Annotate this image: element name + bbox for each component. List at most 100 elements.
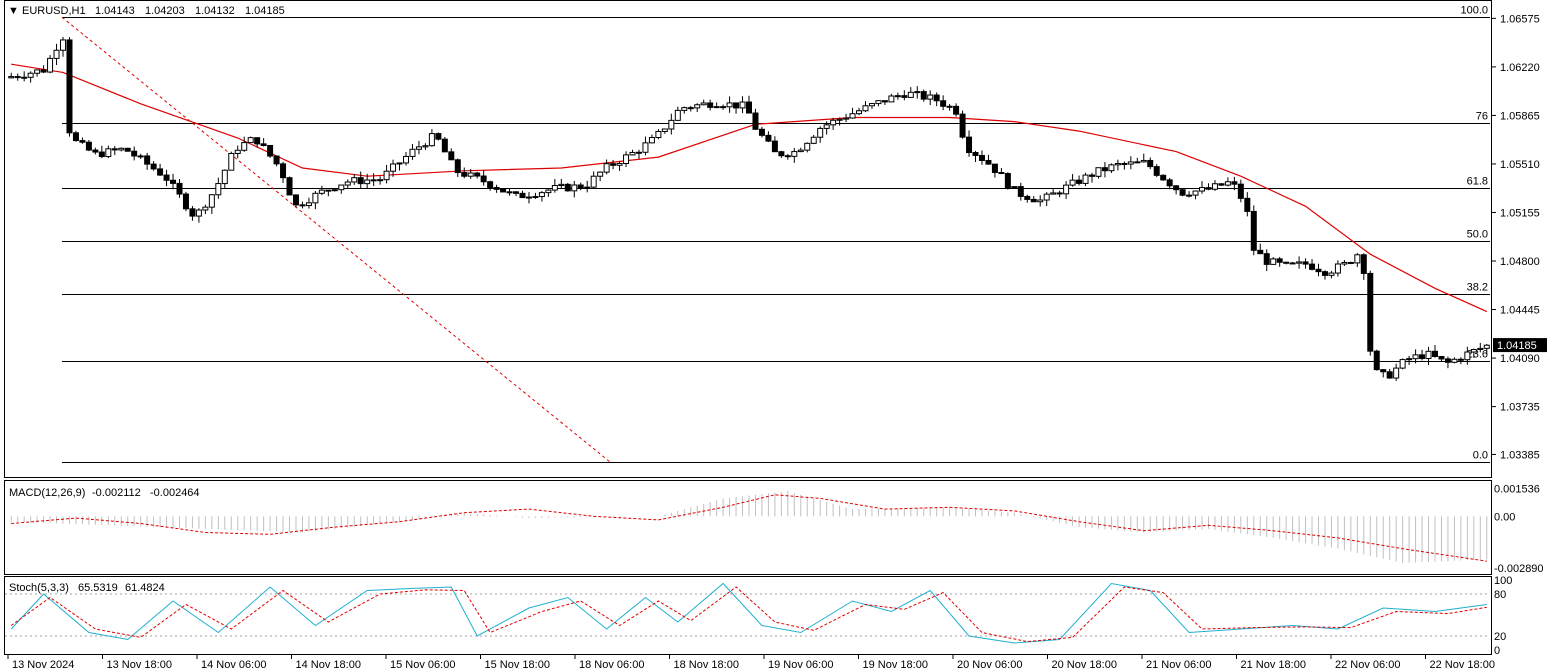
candle-body — [1263, 253, 1270, 265]
fib-level-label: 0.0 — [1473, 450, 1488, 462]
symbol-menu-icon[interactable]: ▼ — [8, 5, 19, 17]
candle-body — [914, 91, 921, 94]
candle-body — [1076, 179, 1083, 184]
candle-body — [247, 137, 254, 144]
candle-body — [202, 206, 209, 211]
candle-body — [545, 189, 552, 194]
candle-body — [467, 172, 474, 177]
candle-body — [1024, 195, 1031, 200]
price-tick-label: 1.05510 — [1500, 159, 1540, 171]
candle-body — [85, 141, 92, 151]
candle-body — [273, 155, 280, 165]
candle-body — [474, 172, 481, 177]
candle-body — [1108, 164, 1115, 172]
candle-body — [144, 155, 151, 165]
candle-body — [79, 140, 86, 143]
macd-tick-label: 0.001536 — [1494, 484, 1540, 496]
candle-body — [1276, 258, 1283, 263]
candle-body — [1270, 258, 1277, 265]
candle-body — [1444, 358, 1451, 363]
candle-body — [1224, 181, 1231, 186]
candle-body — [1199, 187, 1206, 192]
time-tick-label: 14 Nov 06:00 — [201, 659, 266, 671]
candle-body — [1166, 179, 1173, 187]
candle-body — [215, 183, 222, 196]
candle-body — [875, 100, 882, 105]
candle-body — [1334, 263, 1341, 274]
candle-body — [92, 149, 99, 153]
candle-body — [584, 186, 591, 189]
fib-level-label: 100.0 — [1460, 5, 1488, 17]
stoch-tick-label: 100 — [1494, 575, 1512, 587]
candle-body — [111, 148, 118, 151]
fib-level-label: 76 — [1476, 111, 1488, 123]
candle-body — [221, 169, 228, 185]
candle-body — [519, 192, 526, 199]
axes: 1.06575 1.06220 1.05865 1.05510 1.05155 1.048… — [7, 13, 1547, 671]
candle-body — [390, 163, 397, 172]
candle-body — [778, 151, 785, 157]
candle-body — [849, 113, 856, 119]
candle-body — [1114, 162, 1121, 166]
candle-body — [1457, 358, 1464, 361]
stoch-signal-line — [10, 586, 1487, 643]
candle-body — [344, 181, 351, 186]
candle-body — [635, 151, 642, 154]
candle-body — [124, 147, 131, 152]
candle-body — [357, 177, 364, 185]
candle-body — [351, 177, 358, 183]
candle-body — [1173, 185, 1180, 191]
candle-body — [1147, 159, 1154, 168]
macd-tick-label: 0.00 — [1494, 511, 1515, 523]
time-tick-label: 18 Nov 06:00 — [579, 659, 644, 671]
candle-body — [480, 175, 487, 183]
candle-body — [791, 151, 798, 157]
candle-body — [8, 76, 15, 79]
ohlc-open: 1.04143 — [95, 5, 135, 17]
candle-body — [953, 105, 960, 115]
price-tick-label: 1.04090 — [1500, 353, 1540, 365]
candle-body — [208, 194, 215, 208]
candle-body — [1399, 359, 1406, 369]
candle-body — [1289, 262, 1296, 265]
candle-body — [810, 136, 817, 144]
fib-trend-line[interactable] — [61, 16, 611, 463]
time-tick-label: 15 Nov 06:00 — [390, 659, 455, 671]
candle-body — [454, 159, 461, 174]
candle-body — [299, 204, 306, 207]
candle-body — [823, 124, 830, 129]
candle-body — [260, 143, 267, 147]
candle-body — [765, 134, 772, 142]
candle-body — [131, 150, 138, 157]
candle-body — [228, 152, 235, 171]
fib-level-label: 50.0 — [1467, 229, 1488, 241]
main-chart-frame — [4, 0, 1492, 478]
candle-body — [920, 91, 927, 100]
candle-body — [804, 142, 811, 151]
candle-body — [1419, 354, 1426, 360]
current-price-label: 1.04185 — [1497, 340, 1537, 352]
candle-body — [47, 57, 54, 73]
candle-body — [940, 100, 947, 107]
candle-body — [687, 107, 694, 110]
candle-body — [318, 189, 325, 194]
candle-body — [27, 72, 34, 78]
candle-body — [40, 69, 47, 73]
candle-body — [118, 147, 125, 151]
candle-body — [189, 208, 196, 217]
candle-body — [1477, 347, 1484, 350]
candle-body — [1127, 161, 1134, 165]
price-tick-label: 1.03385 — [1500, 449, 1540, 461]
fib-level-label: 38.2 — [1467, 282, 1488, 294]
candle-body — [409, 148, 416, 157]
fib-level-label: 61.8 — [1467, 176, 1488, 188]
candle-body — [1017, 186, 1024, 197]
candle-body — [616, 162, 623, 166]
candle-body — [978, 154, 985, 161]
candle-body — [959, 113, 966, 138]
candle-body — [1231, 181, 1238, 185]
candle-body — [1296, 261, 1303, 264]
candle-body — [461, 172, 468, 177]
